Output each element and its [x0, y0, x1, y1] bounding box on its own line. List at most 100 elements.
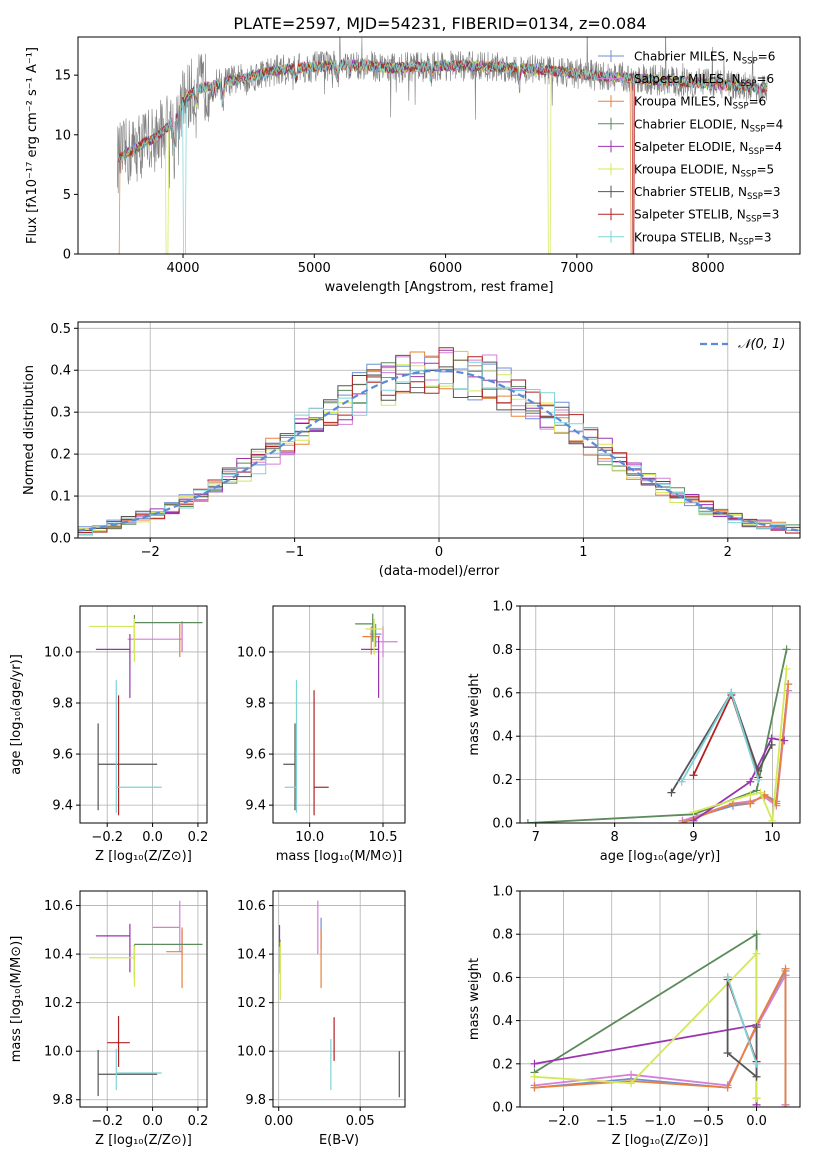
x-tick-label: 8 [611, 830, 619, 845]
x-tick-label: 7 [532, 830, 540, 845]
legend-subscript: SSP [738, 237, 754, 247]
x-tick-label: −1.5 [596, 1114, 628, 1129]
axes-frame: 10.0 10.5 9.4 9.6 9.8 10.0 mass [log₁₀(M/M⊙)] [237, 605, 406, 864]
y-tick-label: 0.5 [50, 322, 71, 337]
mass-vs-ebv-panel: 0.00 0.05 9.8 10.0 10.2 10.4 10.6 E(B-V) [237, 890, 406, 1148]
legend-subscript: SSP [748, 147, 764, 157]
x-tick-label: 10.0 [295, 830, 324, 845]
x-tick-label: 7000 [560, 261, 593, 276]
x-axis-label: wavelength [Angstrom, rest frame] [325, 280, 554, 295]
weight-line-salpeter-elodie [692, 737, 785, 822]
age-vs-Z-panel: −0.2 0.0 0.2 9.4 9.6 9.8 10.0 Z [log₁₀(Z/Z⊙)] ag… [9, 605, 208, 864]
y-tick-label: 0.2 [492, 1057, 513, 1072]
legend-count: =3 [754, 230, 772, 244]
y-tick-label: 9.6 [52, 748, 73, 763]
legend-count: =3 [763, 185, 781, 199]
weight-point-chabrier-stelib [723, 1049, 732, 1057]
plot-area [89, 614, 203, 816]
legend-label: Kroupa ELODIE, N [634, 163, 741, 177]
weight-line-kroupa-stelib [726, 977, 758, 1065]
weight-point-kroupa-stelib [677, 777, 686, 786]
weight-point-salpeter-elodie [780, 736, 789, 745]
legend-count: =6 [749, 95, 767, 109]
weight-point-kroupa-miles [678, 819, 687, 823]
weight-point-kroupa-miles [746, 799, 755, 808]
y-tick-label: 1.0 [492, 885, 513, 900]
weight-point-kroupa-miles [781, 964, 790, 973]
weight-point-chabrier-elodie [752, 930, 761, 939]
weight-line-chabrier-stelib [726, 977, 758, 1079]
normal-distribution-line [78, 369, 800, 532]
y-tick-label: 1.0 [492, 600, 513, 615]
x-tick-label: 5000 [298, 261, 331, 276]
x-tick-label: 0.05 [346, 1114, 375, 1129]
x-tick-label: 0.0 [142, 1114, 163, 1129]
legend-count: =6 [756, 72, 774, 86]
y-tick-label: 10.0 [237, 1045, 266, 1060]
legend-subscript: SSP [742, 57, 758, 67]
y-tick-label: 10.0 [237, 645, 266, 660]
y-tick-label: 10.6 [44, 899, 73, 914]
weight-point-kroupa-miles [781, 1103, 790, 1107]
y-axis-label: mass [log₁₀(M/M⊙)] [9, 936, 24, 1063]
plot-area [530, 930, 790, 1107]
axes-frame: 7 8 9 10 0.0 0.2 0.4 0.6 0.8 1.0 age [log₁₀(age/yr… [467, 600, 801, 864]
y-tick-label: 9.6 [245, 748, 266, 763]
model-spectrum-kroupa-stelib-line [117, 59, 768, 254]
y-tick-label: 0 [63, 248, 71, 263]
y-tick-label: 0.0 [492, 1101, 513, 1116]
legend-entry: Salpeter MILES, NSSP=6 [634, 72, 774, 89]
y-tick-label: 9.4 [52, 799, 73, 814]
mass-weight-vs-age-panel: 7 8 9 10 0.0 0.2 0.4 0.6 0.8 1.0 age [log₁₀(age/yr… [467, 600, 801, 864]
y-axis-label: mass weight [467, 673, 482, 755]
plot-area [523, 645, 793, 823]
legend-entry: Kroupa ELODIE, NSSP=5 [634, 163, 774, 180]
age-vs-mass-panel: 10.0 10.5 9.4 9.6 9.8 10.0 mass [log₁₀(M/M⊙)] [237, 605, 406, 864]
x-axis-label: Z [log₁₀(Z/Z⊙)] [95, 1133, 192, 1148]
axes-frame: −0.2 0.0 0.2 9.4 9.6 9.8 10.0 Z [log₁₀(Z/Z⊙)] ag… [9, 605, 208, 864]
y-tick-label: 9.4 [245, 799, 266, 814]
x-tick-label: 10 [764, 830, 781, 845]
weight-point-chabrier-stelib [667, 788, 676, 797]
axes-border [79, 890, 208, 1108]
plot-area [117, 37, 768, 254]
weight-point-kroupa-elodie [768, 816, 777, 823]
plot-area [278, 900, 400, 1098]
legend-entry: Salpeter STELIB, NSSP=3 [634, 208, 779, 225]
weight-point-chabrier-elodie [782, 645, 791, 654]
x-tick-label: −1 [285, 545, 304, 560]
axes-border [272, 890, 406, 1108]
mass-weight-vs-Z-panel: −2.0 −1.5 −1.0 −0.5 0.0 0.0 0.2 0.4 0.6 0.8 1.0 Z [… [467, 885, 801, 1148]
y-axis-label: Flux [fλ10⁻¹⁷ erg cm⁻² s⁻¹ A⁻¹] [25, 47, 40, 244]
legend-subscript: SSP [741, 79, 757, 89]
weight-point-kroupa-elodie [752, 949, 761, 958]
plot-area [283, 613, 398, 816]
y-axis-label: mass weight [467, 958, 482, 1040]
weight-point-chabrier-stelib [767, 740, 776, 749]
weight-point-kroupa-stelib [727, 688, 736, 697]
y-tick-label: 10.0 [44, 1045, 73, 1060]
legend-label: Kroupa STELIB, N [634, 230, 738, 244]
axes-frame: −2 −1 0 1 2 0.0 0.1 0.2 0.3 0.4 0.5 (data-model)/er… [22, 321, 801, 579]
weight-line-salpeter-elodie [534, 1023, 758, 1105]
x-tick-label: 0.0 [142, 830, 163, 845]
x-tick-label: −2.0 [548, 1114, 580, 1129]
weight-point-kroupa-elodie [756, 788, 765, 797]
x-tick-label: −0.5 [692, 1114, 724, 1129]
spectrum-panel: 4000 5000 6000 7000 8000 0 5 10 15 wavelength [An… [25, 36, 801, 295]
x-axis-label: Z [log₁₀(Z/Z⊙)] [612, 1133, 709, 1148]
x-tick-label: 10.5 [369, 830, 398, 845]
weight-point-chabrier-stelib [752, 1023, 761, 1032]
y-tick-label: 0.8 [492, 928, 513, 943]
weight-point-salpeter-stelib [689, 771, 698, 780]
weight-point-kroupa-elodie [627, 1079, 636, 1088]
axes-border [272, 605, 406, 824]
weight-point-chabrier-stelib [752, 1072, 761, 1081]
x-tick-label: 1 [579, 545, 587, 560]
x-tick-label: 0 [435, 545, 443, 560]
legend-entry: Salpeter ELODIE, NSSP=4 [634, 140, 782, 157]
y-tick-label: 0.1 [50, 490, 71, 505]
x-tick-label: −0.2 [91, 1114, 123, 1129]
legend-count: =6 [758, 50, 776, 64]
